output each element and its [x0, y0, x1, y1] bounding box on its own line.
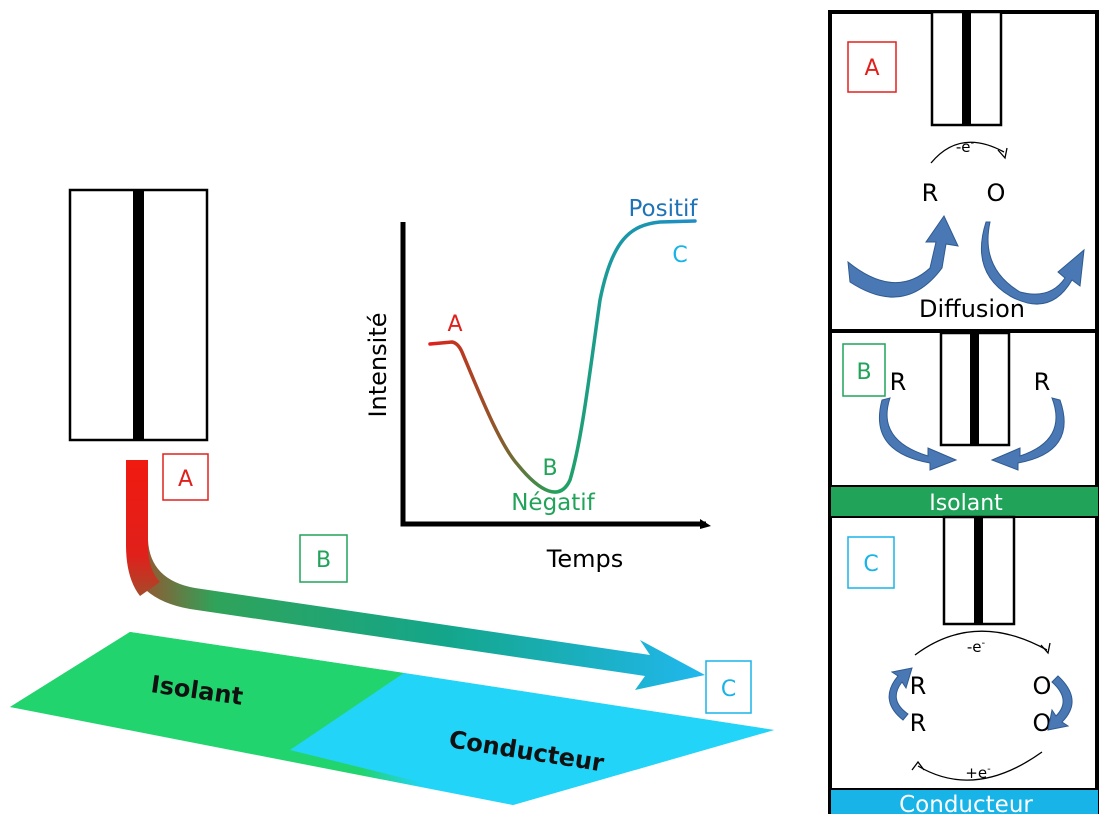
- tip-path-arrow: [126, 460, 705, 690]
- path-label-b: B: [299, 534, 348, 583]
- intensity-curve: [428, 219, 697, 494]
- path-label-c-text: C: [721, 677, 736, 702]
- panel-c-r2: R: [910, 709, 927, 737]
- panel-c-electron-arc-top: [914, 630, 1048, 656]
- panel-c-o2: O: [1033, 709, 1052, 737]
- panel-b: B R R Isolant: [829, 331, 1099, 518]
- path-label-a: A: [162, 453, 209, 501]
- panel-b-electrode: [939, 331, 1011, 447]
- panel-b-arrow-right: [990, 397, 1065, 471]
- panel-c-box-label: C: [863, 552, 878, 577]
- panel-a-diffusion-arrow-right: [980, 221, 1085, 305]
- graph-point-a: A: [447, 312, 462, 337]
- panel-c-conducteur-band: [829, 788, 1099, 814]
- panel-c-electron-top: -e-: [967, 638, 986, 656]
- panel-c-o1: O: [1033, 672, 1052, 700]
- panel-a-box-label: A: [864, 56, 879, 81]
- panel-c-conducteur-label: Conducteur: [899, 792, 1033, 814]
- panel-c-cycle-arrow-left: [888, 667, 913, 721]
- panel-c: C -e- R R O O +e- Conducteur: [829, 515, 1099, 814]
- graph-point-b: B: [542, 456, 557, 481]
- panel-b-r-left: R: [890, 368, 907, 396]
- panel-c-electrode: [942, 515, 1016, 626]
- panel-a-electron-arc: [930, 141, 1005, 164]
- graph-xlabel: Temps: [546, 545, 623, 573]
- graph-point-c: C: [672, 243, 687, 268]
- panel-c-electron-bottom: +e-: [965, 764, 991, 782]
- panel-b-arrow-left: [878, 397, 958, 471]
- path-label-a-text: A: [178, 467, 193, 492]
- panel-c-cycle-arrow-right: [1047, 675, 1073, 731]
- left-electrode: [68, 188, 209, 442]
- panel-b-isolant-label: Isolant: [929, 491, 1003, 516]
- panel-a-diffusion-label: Diffusion: [919, 295, 1025, 323]
- surface-plane: [10, 632, 774, 805]
- panel-a-electrode: [930, 10, 1003, 127]
- graph-negative-label: Négatif: [511, 490, 595, 516]
- path-label-b-text: B: [316, 548, 331, 573]
- panel-a-o: O: [987, 179, 1006, 207]
- path-label-c: C: [705, 660, 752, 714]
- panel-a-r: R: [922, 179, 939, 207]
- panel-a-diffusion-arrow-left: [847, 214, 959, 298]
- panel-a-electron: -e-: [956, 138, 975, 156]
- panel-c-electron-arc-bottom: [917, 751, 1043, 781]
- panel-c-r1: R: [910, 672, 927, 700]
- panel-b-r-right: R: [1034, 368, 1051, 396]
- graph-axes: [400, 222, 711, 529]
- panel-a: A -e- R O Diffusion: [847, 10, 1085, 323]
- graph-positive-label: Positif: [629, 196, 699, 222]
- graph-ylabel: Intensité: [364, 312, 392, 417]
- panel-b-box-label: B: [856, 360, 871, 385]
